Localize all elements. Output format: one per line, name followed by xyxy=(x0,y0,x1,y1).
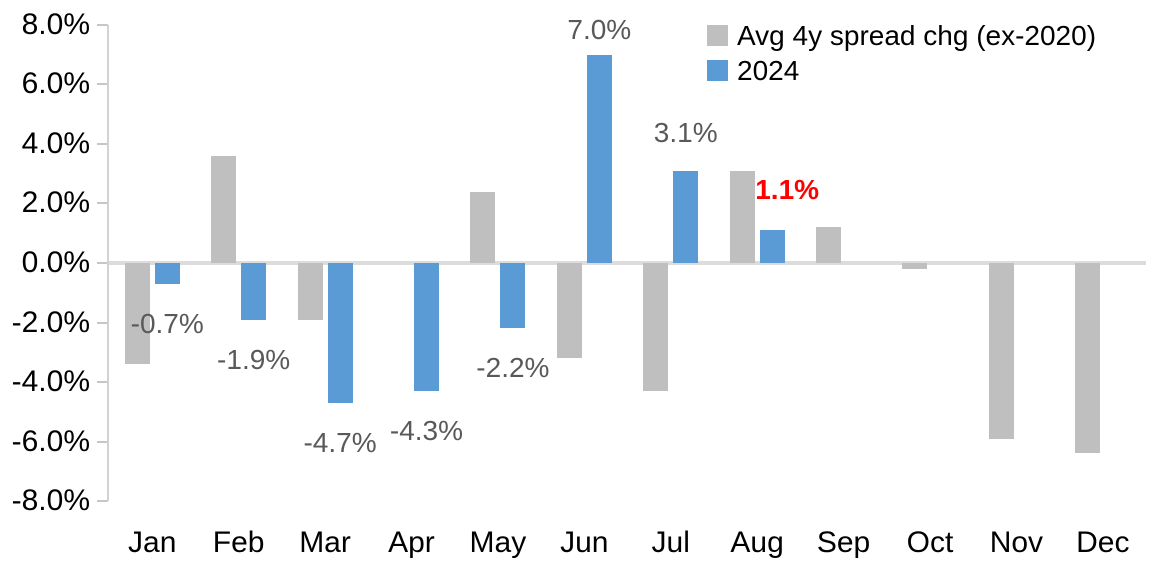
legend-item-2024: 2024 xyxy=(707,53,1096,88)
y-axis-tick-mark xyxy=(97,83,108,86)
x-axis-category-label: Feb xyxy=(212,526,265,559)
x-axis-category-label: Jan xyxy=(128,526,177,559)
bar-2024-aug xyxy=(759,230,785,263)
bar-avg-nov xyxy=(988,263,1014,439)
x-axis-category-label: Sep xyxy=(816,526,871,559)
bar-avg-dec xyxy=(1075,263,1101,454)
data-label-jun: 7.0% xyxy=(567,13,632,45)
y-axis-tick-label: -2.0% xyxy=(11,305,90,339)
y-axis-tick-label: 4.0% xyxy=(21,126,90,160)
x-axis-category-label: Apr xyxy=(388,526,435,559)
bar-2024-may xyxy=(500,263,526,329)
bar-2024-mar xyxy=(327,263,353,403)
y-axis-tick-label: 2.0% xyxy=(21,186,90,220)
x-axis-category-label: Jun xyxy=(560,526,609,559)
y-axis-line xyxy=(107,25,109,501)
data-label-mar: -4.7% xyxy=(303,426,377,458)
legend-swatch-icon xyxy=(707,60,728,81)
data-label-aug: 1.1% xyxy=(755,174,820,206)
x-axis-category-label: May xyxy=(469,526,527,559)
bar-avg-mar xyxy=(297,263,323,320)
bar-avg-jul xyxy=(643,263,669,391)
x-axis-category-label: Jul xyxy=(651,526,690,559)
legend-item-avg: Avg 4y spread chg (ex-2020) xyxy=(707,18,1096,53)
y-axis-tick-mark xyxy=(97,321,108,324)
y-axis-tick-mark xyxy=(97,23,108,26)
y-axis-tick-label: -4.0% xyxy=(11,365,90,399)
zero-gridline xyxy=(109,261,1146,265)
x-axis-category-label: Nov xyxy=(989,526,1044,559)
x-axis-category-label: Aug xyxy=(730,526,784,559)
legend-label: 2024 xyxy=(737,54,800,86)
data-label-may: -2.2% xyxy=(476,352,550,384)
bar-avg-jan xyxy=(124,263,150,365)
bar-2024-jan xyxy=(154,263,180,284)
y-axis-tick-label: 6.0% xyxy=(21,67,90,101)
x-axis-category-label: Oct xyxy=(906,526,954,559)
data-label-jan: -0.7% xyxy=(130,307,204,339)
legend: Avg 4y spread chg (ex-2020) 2024 xyxy=(707,18,1096,88)
data-label-jul: 3.1% xyxy=(653,116,718,148)
y-axis-tick-label: 0.0% xyxy=(21,246,90,279)
bar-avg-aug xyxy=(729,170,755,263)
y-axis-tick-mark xyxy=(97,142,108,145)
x-axis-category-label: Dec xyxy=(1076,526,1130,559)
y-axis-tick-label: -8.0% xyxy=(11,484,90,518)
data-label-feb: -1.9% xyxy=(217,343,291,375)
bar-2024-feb xyxy=(241,263,267,320)
bar-avg-feb xyxy=(211,155,237,263)
bar-2024-apr xyxy=(413,263,439,391)
bar-avg-jun xyxy=(556,263,582,359)
y-axis-tick-label: -6.0% xyxy=(11,424,90,458)
x-axis-category-label: Mar xyxy=(299,526,351,559)
bar-avg-may xyxy=(470,191,496,263)
legend-label: Avg 4y spread chg (ex-2020) xyxy=(737,19,1097,51)
bar-avg-sep xyxy=(816,227,842,263)
bar-2024-jul xyxy=(673,170,699,263)
y-axis-tick-mark xyxy=(97,262,108,264)
y-axis-tick-mark xyxy=(97,202,108,205)
data-label-apr: -4.3% xyxy=(389,414,464,446)
y-axis-tick-mark xyxy=(97,381,108,384)
y-axis-tick-label: 8.0% xyxy=(21,7,90,41)
y-axis-tick-mark xyxy=(97,500,108,503)
legend-swatch-icon xyxy=(707,25,728,46)
y-axis-tick-mark xyxy=(97,440,108,443)
bar-2024-jun xyxy=(586,54,612,263)
bar-avg-oct xyxy=(902,263,928,269)
